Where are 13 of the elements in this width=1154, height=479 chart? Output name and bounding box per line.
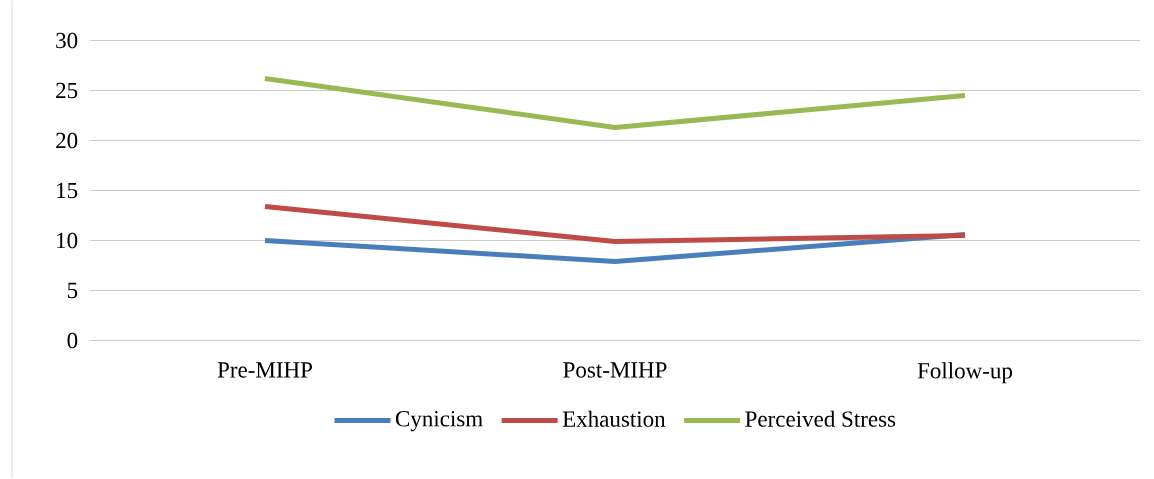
y-tick-label: 25 <box>56 82 78 99</box>
legend-label: Perceived Stress <box>745 410 896 427</box>
y-tick-label: 15 <box>57 182 78 199</box>
y-tick-label: 10 <box>57 232 78 249</box>
x-tick-label: Follow-up <box>917 362 1013 384</box>
legend-label: Cynicism <box>395 411 483 432</box>
y-tick-label: 30 <box>56 32 78 49</box>
y-tick-label: 0 <box>67 332 78 349</box>
x-tick-label: Pre-MIHP <box>217 362 312 378</box>
y-tick-label: 5 <box>67 282 78 299</box>
legend-label: Exhaustion <box>562 410 666 427</box>
x-tick-label: Post-MIHP <box>563 362 667 378</box>
y-tick-label: 20 <box>56 132 78 149</box>
